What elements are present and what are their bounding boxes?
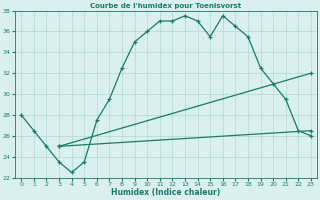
X-axis label: Humidex (Indice chaleur): Humidex (Indice chaleur) (111, 188, 221, 197)
Title: Courbe de l'humidex pour Toenisvorst: Courbe de l'humidex pour Toenisvorst (91, 3, 242, 9)
